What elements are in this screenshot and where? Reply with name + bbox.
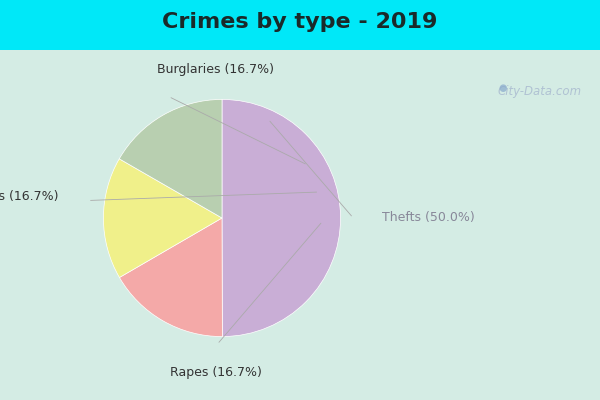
Text: Rapes (16.7%): Rapes (16.7%) <box>170 366 262 379</box>
Text: Thefts (50.0%): Thefts (50.0%) <box>382 212 475 224</box>
Wedge shape <box>222 100 341 336</box>
Wedge shape <box>119 100 222 218</box>
Text: City-Data.com: City-Data.com <box>498 85 582 98</box>
Wedge shape <box>103 159 222 278</box>
Text: Burglaries (16.7%): Burglaries (16.7%) <box>157 63 274 76</box>
Text: Assaults (16.7%): Assaults (16.7%) <box>0 190 58 203</box>
Text: Crimes by type - 2019: Crimes by type - 2019 <box>163 12 437 32</box>
Text: ●: ● <box>499 83 507 93</box>
Wedge shape <box>119 218 223 336</box>
